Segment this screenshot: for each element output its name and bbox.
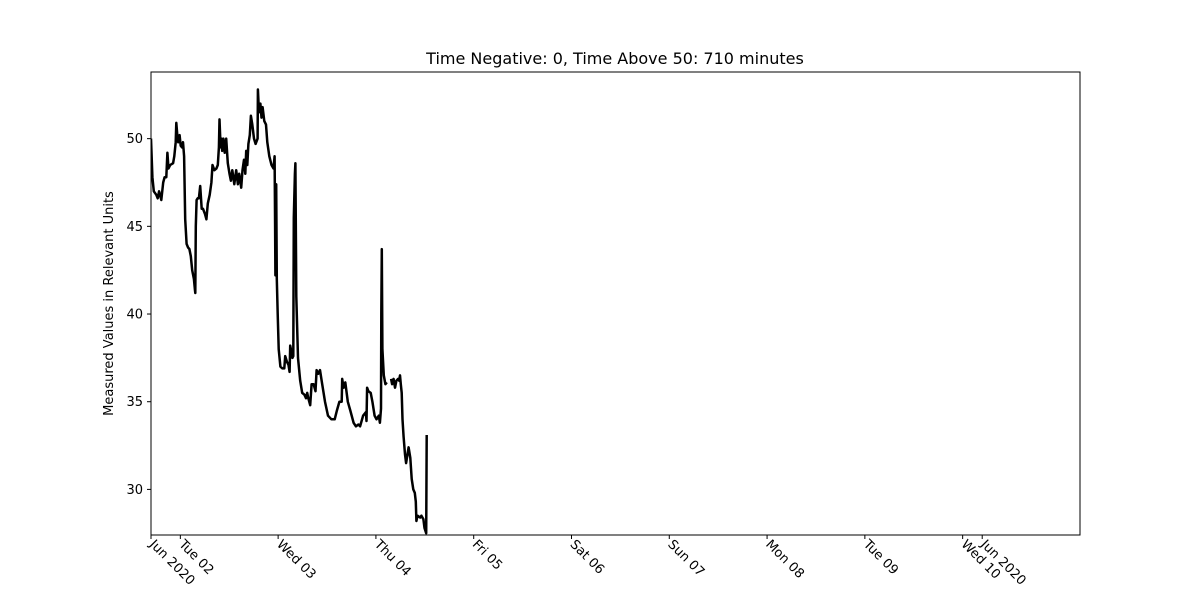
series-line-segment-2 <box>389 374 428 535</box>
y-axis: 30 35 40 45 50 <box>126 132 151 498</box>
x-tick-label: Sat 06 <box>567 537 607 577</box>
series-line-segment-1 <box>151 88 388 428</box>
plot-area <box>151 88 428 535</box>
x-tick-label: Tue 09 <box>859 537 901 579</box>
plot-frame <box>150 71 1081 536</box>
y-tick-label: 35 <box>126 395 143 410</box>
y-tick-label: 40 <box>126 308 143 323</box>
x-tick-label: Sun 07 <box>664 537 707 580</box>
y-tick-label: 30 <box>126 483 143 498</box>
x-tick-label: Mon 08 <box>762 537 807 582</box>
y-tick-label: 50 <box>126 132 143 147</box>
y-tick-label: 45 <box>126 220 143 235</box>
x-tick-label: Wed 03 <box>273 537 318 582</box>
x-tick-label: Fri 05 <box>469 537 505 573</box>
chart-title: Time Negative: 0, Time Above 50: 710 min… <box>425 49 804 68</box>
y-axis-label: Measured Values in Relevant Units <box>102 191 117 416</box>
x-tick-label: Thu 04 <box>370 537 413 580</box>
